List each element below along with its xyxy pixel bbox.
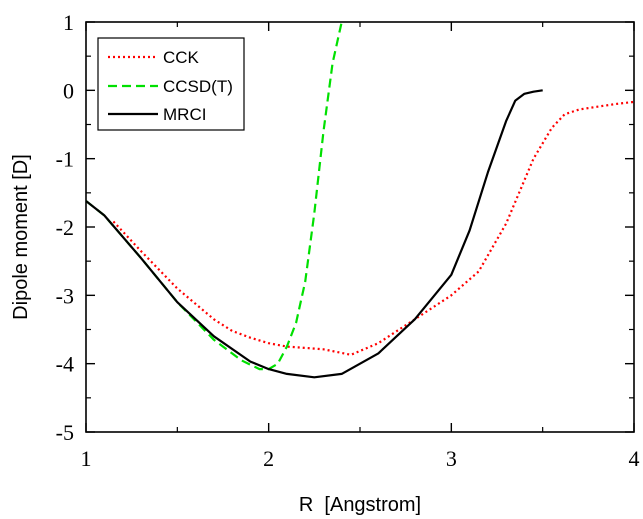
y-tick-label: -1	[56, 147, 74, 172]
legend-label-mrci: MRCI	[163, 105, 206, 124]
legend-label-cck: CCK	[163, 48, 200, 67]
x-axis-title: R [Angstrom]	[299, 494, 421, 516]
legend-label-ccsdt: CCSD(T)	[163, 77, 233, 96]
legend: CCK CCSD(T) MRCI	[97, 37, 245, 131]
axis-ticks	[85, 21, 635, 433]
series-line-ccsdt	[86, 22, 343, 371]
y-tick-label: -5	[56, 420, 74, 445]
series-line-mrci	[86, 89, 543, 379]
tick-labels: 1 2 3 4 1 0 -1 -2 -3 -4 -5	[56, 10, 640, 471]
x-tick-label: 3	[446, 446, 457, 471]
y-tick-label: -4	[56, 352, 74, 377]
y-tick-label: 0	[63, 78, 74, 103]
y-tick-label: 1	[63, 10, 74, 35]
x-tick-label: 4	[629, 446, 640, 471]
y-axis-title: Dipole moment [D]	[10, 154, 32, 320]
y-tick-label: -3	[56, 283, 74, 308]
y-tick-label: -2	[56, 215, 74, 240]
x-tick-label: 2	[263, 446, 274, 471]
x-tick-label: 1	[81, 446, 92, 471]
series-layer	[86, 22, 634, 379]
